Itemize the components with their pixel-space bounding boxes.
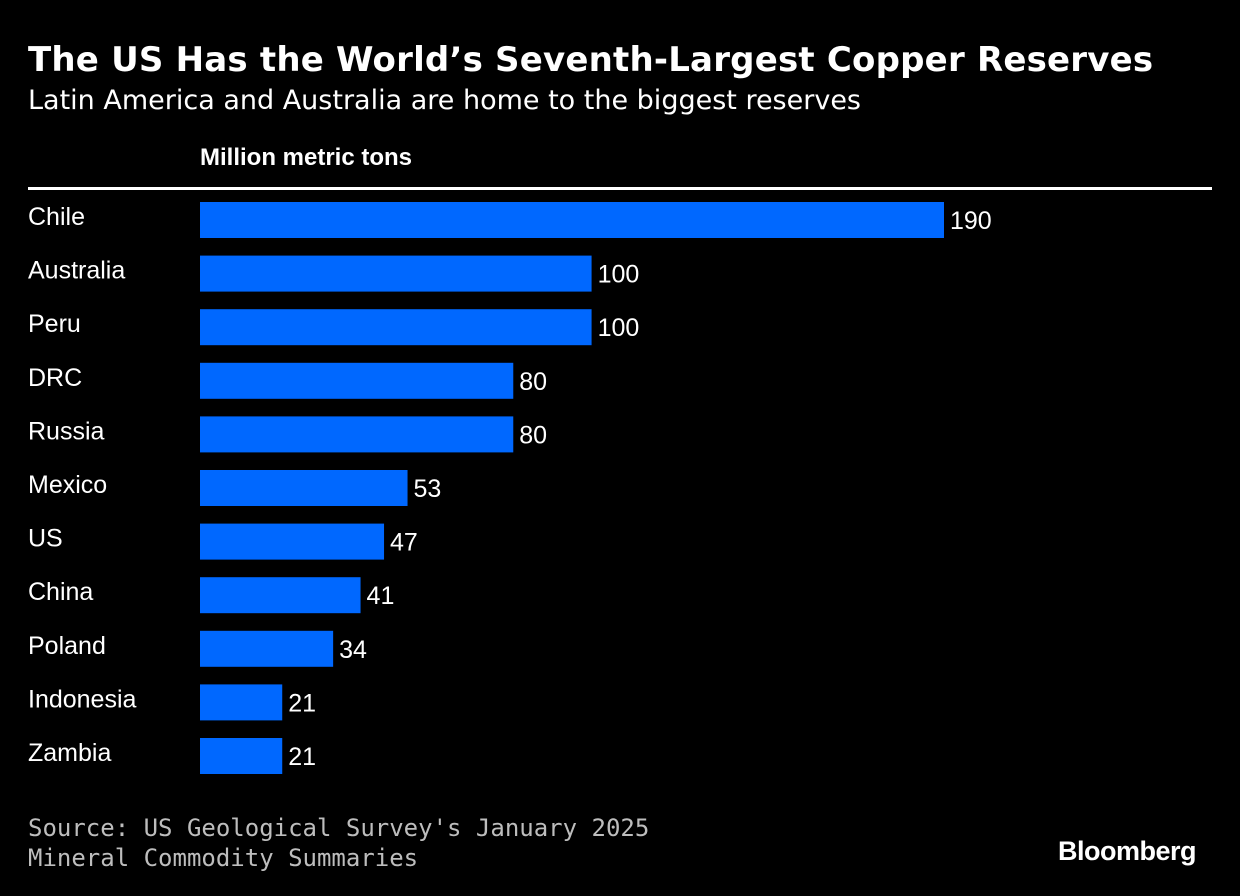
category-label: China	[28, 578, 93, 606]
chart-title: The US Has the World’s Seventh-Largest C…	[28, 40, 1154, 80]
bar-mexico	[200, 470, 408, 506]
category-label: Poland	[28, 632, 106, 660]
unit-label: Million metric tons	[200, 144, 413, 171]
category-label: US	[28, 525, 63, 553]
bloomberg-logo: Bloomberg	[1058, 836, 1197, 866]
bar-australia	[200, 255, 592, 292]
value-label: 47	[390, 529, 418, 557]
category-label: Peru	[28, 310, 81, 338]
bar-chile	[200, 202, 944, 238]
bar-peru	[200, 309, 592, 346]
value-label: 80	[519, 368, 547, 396]
value-label: 21	[288, 689, 316, 717]
category-label: Indonesia	[28, 685, 137, 713]
value-label: 100	[598, 314, 640, 342]
value-label: 53	[414, 475, 442, 503]
bar-zambia	[200, 738, 283, 774]
chart-subtitle: Latin America and Australia are home to …	[28, 85, 861, 116]
bar-us	[200, 523, 385, 560]
category-label: Mexico	[28, 471, 107, 499]
value-label: 41	[367, 582, 395, 610]
category-label: Australia	[28, 257, 125, 285]
category-label: Russia	[28, 417, 105, 445]
bar-china	[200, 577, 361, 614]
value-label: 21	[288, 743, 316, 771]
bar-poland	[200, 630, 334, 667]
bar-indonesia	[200, 684, 283, 721]
category-label: Chile	[28, 203, 85, 231]
category-label: Zambia	[28, 739, 111, 767]
bar-drc	[200, 362, 514, 399]
header-rule	[28, 187, 1212, 190]
category-label: DRC	[28, 364, 82, 392]
bar-russia	[200, 416, 514, 453]
value-label: 190	[950, 207, 992, 235]
source-note: Source: US Geological Survey's January 2…	[28, 814, 650, 872]
value-label: 100	[598, 261, 640, 289]
value-label: 80	[519, 421, 547, 449]
value-label: 34	[339, 636, 367, 664]
